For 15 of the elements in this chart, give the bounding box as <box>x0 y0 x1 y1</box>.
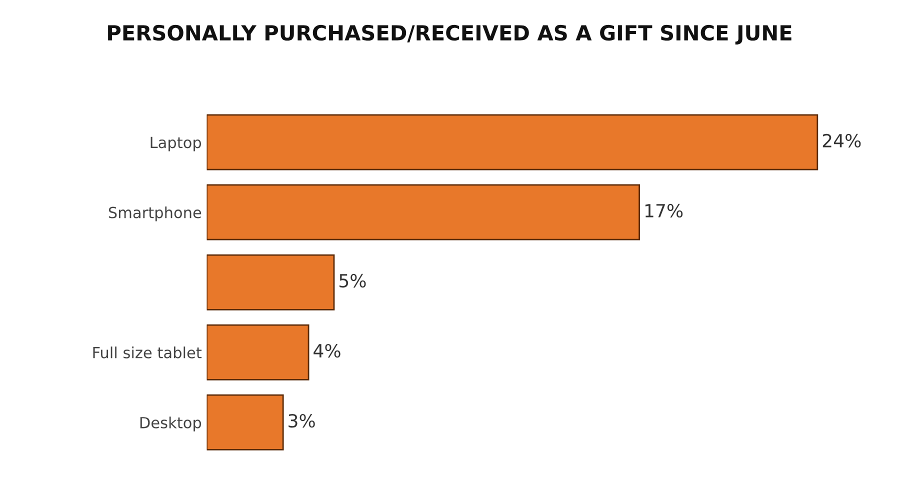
y-tick-label: Full size tablet <box>93 346 202 358</box>
chart-title: PERSONALLY PURCHASED/RECEIVED AS A GIFT SINCE JUNE <box>108 24 792 45</box>
data-label: 17% <box>645 204 683 218</box>
y-tick-label: Laptop <box>150 136 202 152</box>
data-label: 5% <box>340 274 366 288</box>
bar <box>206 324 310 380</box>
data-label: 24% <box>822 134 861 148</box>
y-tick-label: Smartphone <box>108 206 202 222</box>
bar <box>206 114 818 170</box>
bar <box>206 184 640 240</box>
data-label: 3% <box>288 414 315 428</box>
bar <box>206 394 284 450</box>
bar <box>206 254 335 310</box>
data-label: 4% <box>314 344 340 358</box>
y-tick-label: Desktop <box>140 416 202 432</box>
